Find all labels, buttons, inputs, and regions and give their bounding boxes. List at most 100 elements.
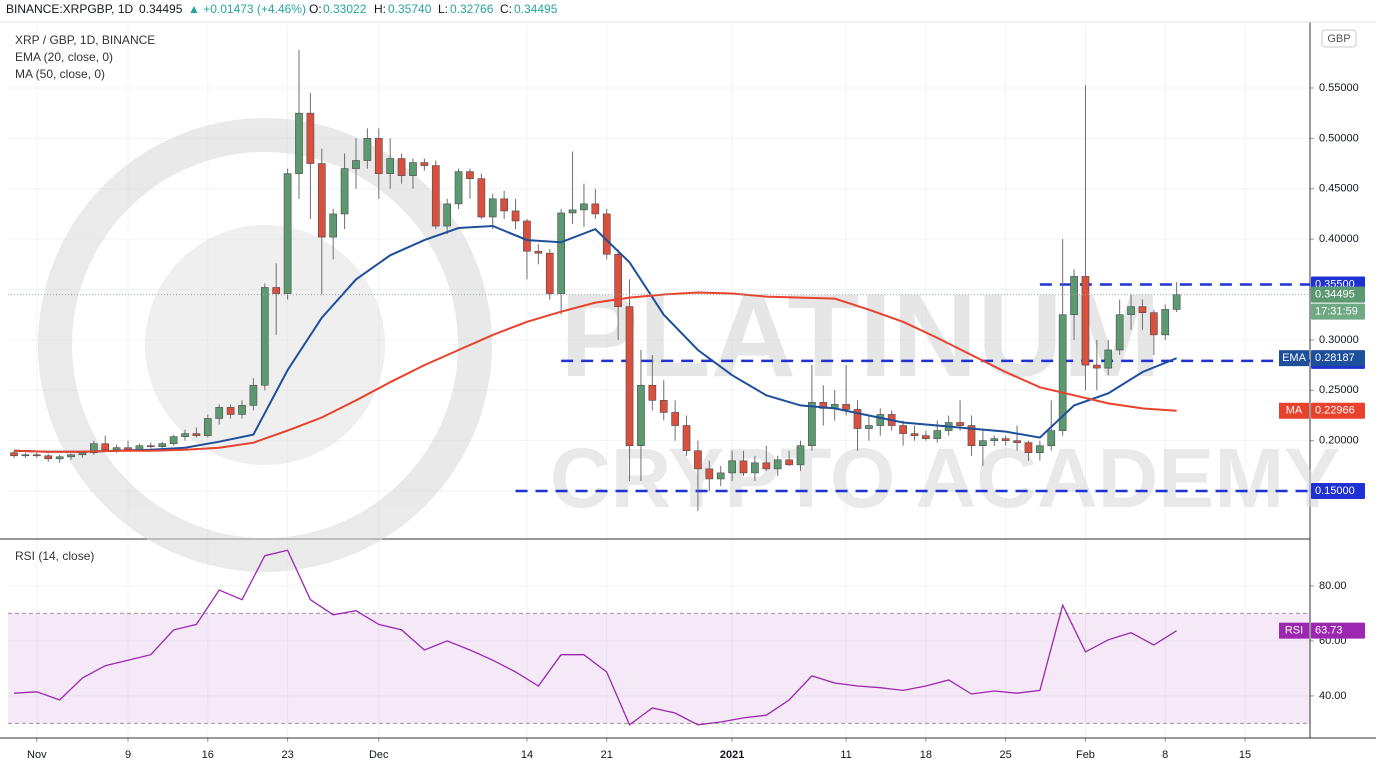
y-tick-label: 80.00 — [1319, 580, 1347, 592]
candle-body — [648, 384, 657, 401]
candle-body — [557, 212, 565, 294]
candle-body — [329, 213, 338, 238]
change: ▲ +0.01473 (+4.46%) — [188, 2, 306, 16]
candle-body — [1058, 314, 1067, 431]
candle-body — [922, 435, 930, 439]
y-tick-label: 0.55000 — [1319, 82, 1359, 94]
candle-body — [203, 418, 212, 436]
candle-body — [181, 433, 189, 437]
chart-title: XRP / GBP, 1D, BINANCE — [15, 33, 155, 47]
candle-body — [101, 443, 110, 451]
candle-body — [146, 445, 155, 448]
candle-body — [1013, 440, 1021, 443]
candle-body — [352, 160, 360, 169]
series-value: 0.22966 — [1315, 405, 1355, 417]
currency-button[interactable] — [1321, 29, 1357, 48]
x-tick-label: 21 — [601, 749, 613, 761]
candle-body — [1081, 276, 1090, 366]
candle-body — [568, 209, 577, 214]
candle-body — [374, 138, 383, 174]
candle-body — [1138, 306, 1147, 313]
series-value: 63.73 — [1315, 625, 1343, 637]
h-value: 0.35740 — [388, 2, 432, 16]
candle-body — [10, 452, 18, 457]
candle-body — [933, 430, 942, 439]
countdown: 17:31:59 — [1315, 306, 1358, 318]
candle-body — [443, 203, 452, 227]
series-value-bg — [1311, 622, 1365, 639]
candle-body — [876, 414, 885, 426]
x-tick-label: Nov — [27, 749, 47, 761]
candle-body — [397, 158, 406, 176]
candle-body — [979, 440, 987, 446]
series-value-bg — [1311, 402, 1365, 419]
candle-body — [89, 443, 98, 454]
x-tick-label: 2021 — [720, 749, 744, 761]
level-label-bg — [1311, 483, 1365, 500]
x-tick-label: 15 — [1239, 749, 1251, 761]
y-tick-label: 0.30000 — [1319, 334, 1359, 346]
candle-body — [1024, 442, 1033, 454]
candle-body — [614, 253, 622, 307]
candle-body — [1104, 349, 1113, 369]
candle-body — [295, 112, 303, 174]
candle-body — [751, 462, 759, 474]
candle-body — [625, 306, 634, 446]
candle-body — [602, 213, 611, 255]
indicator-line — [13, 291, 1177, 453]
candle-body — [728, 460, 736, 474]
candle-body — [637, 384, 645, 446]
candle-body — [363, 138, 372, 161]
rsi-title: RSI (14, close) — [15, 549, 94, 563]
candle-body — [500, 198, 508, 212]
series-tag-bg — [1279, 622, 1309, 639]
rsi-line — [13, 549, 1177, 726]
candle-body — [545, 252, 554, 294]
candle-body — [853, 409, 862, 429]
candle-body — [1036, 445, 1044, 454]
legend-entry: EMA (20, close, 0) — [15, 50, 113, 64]
candle-body — [477, 178, 486, 218]
x-tick-label: Dec — [369, 749, 389, 761]
series-value: 0.28187 — [1315, 352, 1355, 364]
candle-body — [967, 425, 976, 446]
y-tick-label: 0.20000 — [1319, 435, 1359, 447]
series-tag: EMA — [1282, 352, 1307, 364]
candle-body — [431, 165, 440, 227]
candle-body — [112, 447, 121, 451]
x-tick-label: Feb — [1076, 749, 1095, 761]
series-tag-bg — [1279, 402, 1309, 419]
x-tick-label: 23 — [281, 749, 293, 761]
price: 0.34495 — [139, 2, 183, 16]
h-label: H: — [374, 2, 386, 16]
candle-body — [1047, 430, 1056, 446]
l-label: L: — [438, 2, 448, 16]
legend-entry: MA (50, close, 0) — [15, 67, 105, 81]
candle-body — [249, 384, 258, 406]
candle-body — [169, 436, 178, 444]
candle-body — [580, 203, 588, 211]
candle-body — [33, 454, 41, 457]
y-tick-label: 40.00 — [1319, 690, 1347, 702]
candle-body — [55, 456, 64, 460]
x-tick-label: 16 — [202, 749, 214, 761]
y-tick-label: 0.40000 — [1319, 233, 1359, 245]
currency[interactable]: GBP — [1327, 33, 1350, 45]
candle-body — [226, 407, 235, 415]
candle-body — [488, 198, 497, 218]
candle-body — [659, 400, 668, 413]
candle-body — [409, 162, 417, 176]
candle-body — [671, 412, 679, 426]
candle-body — [192, 433, 201, 436]
series-tag: RSI — [1285, 625, 1303, 637]
candle-body — [990, 438, 999, 441]
candle-body — [511, 210, 520, 222]
candle-body — [705, 468, 714, 480]
candle-body — [534, 250, 543, 254]
candle-body — [1070, 276, 1078, 316]
candle-body — [340, 168, 349, 215]
candle-body — [762, 462, 771, 470]
level-label: 0.15000 — [1315, 485, 1355, 497]
candle-body — [21, 454, 30, 457]
candle-body — [1115, 314, 1124, 351]
